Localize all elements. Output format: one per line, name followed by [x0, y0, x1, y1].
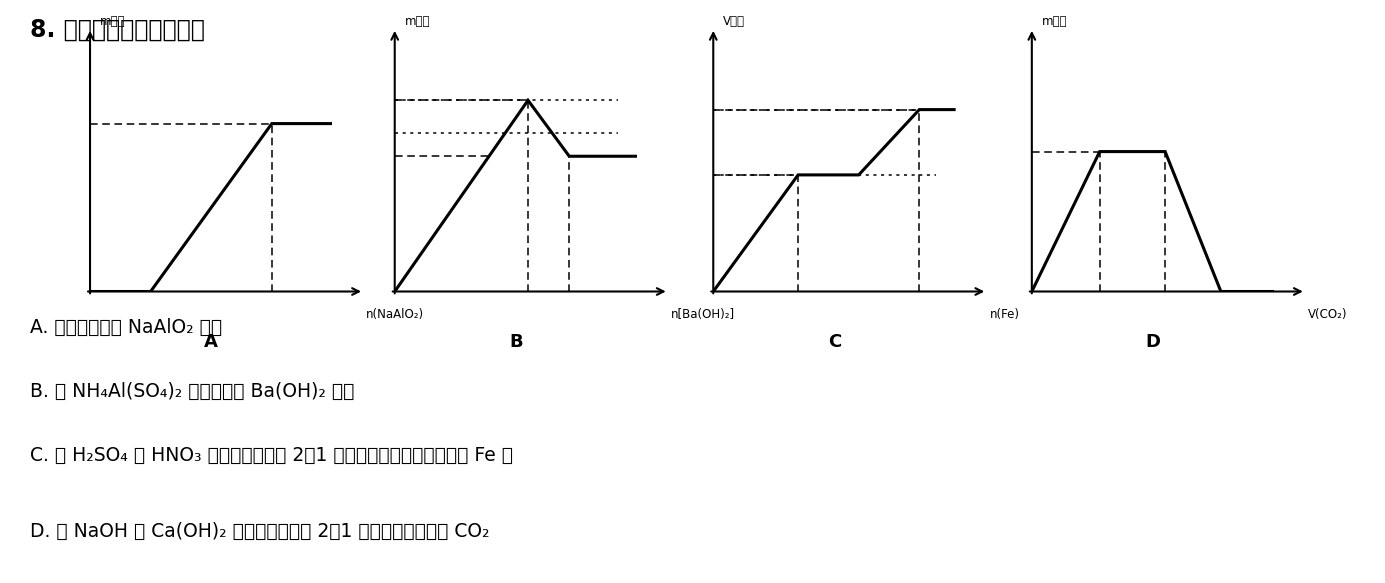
Text: A. 向盐酸中滴加 NaAlO₂ 溶液: A. 向盐酸中滴加 NaAlO₂ 溶液 — [30, 318, 223, 337]
Text: n(NaAlO₂): n(NaAlO₂) — [366, 308, 424, 321]
Text: A: A — [204, 333, 219, 352]
Text: m沉淀: m沉淀 — [404, 15, 429, 28]
Text: V气体: V气体 — [723, 15, 745, 28]
Text: n(Fe): n(Fe) — [989, 308, 1019, 321]
Text: m沉淀: m沉淀 — [1042, 15, 1066, 28]
Text: B. 向 NH₄Al(SO₄)₂ 溶液中滴加 Ba(OH)₂ 溶液: B. 向 NH₄Al(SO₄)₂ 溶液中滴加 Ba(OH)₂ 溶液 — [30, 382, 355, 401]
Text: C: C — [828, 333, 841, 352]
Text: n[Ba(OH)₂]: n[Ba(OH)₂] — [670, 308, 735, 321]
Text: 8. 下列图像表示错误的是: 8. 下列图像表示错误的是 — [30, 17, 205, 41]
Text: C. 向 H₂SO₄ 和 HNO₃ 物质的量之比为 2：1 的混合稀酸溶液中逐渐加入 Fe 粉: C. 向 H₂SO₄ 和 HNO₃ 物质的量之比为 2：1 的混合稀酸溶液中逐渐… — [30, 446, 514, 465]
Text: V(CO₂): V(CO₂) — [1307, 308, 1348, 321]
Text: D: D — [1145, 333, 1161, 352]
Text: D. 向 NaOH 和 Ca(OH)₂ 物质的量之比为 2：1 的混合溶液中通入 CO₂: D. 向 NaOH 和 Ca(OH)₂ 物质的量之比为 2：1 的混合溶液中通入… — [30, 522, 490, 541]
Text: B: B — [510, 333, 522, 352]
Text: m沉淀: m沉淀 — [100, 15, 125, 28]
